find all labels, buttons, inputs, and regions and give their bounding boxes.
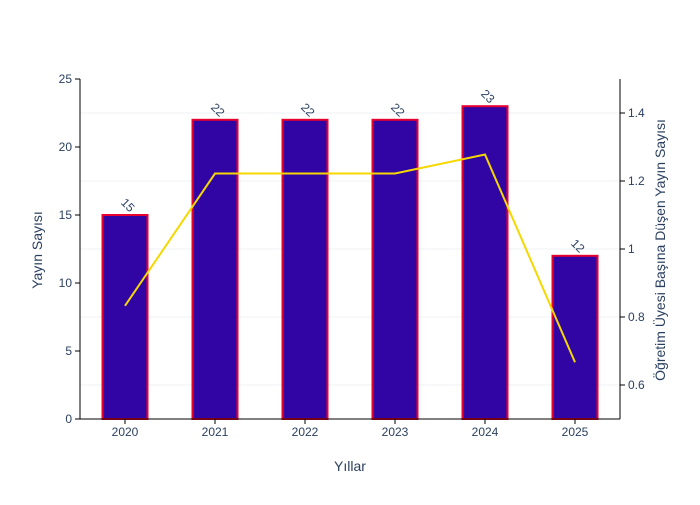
x-tick-label: 2020 (112, 425, 139, 439)
y2-tick-label: 1.2 (628, 174, 645, 188)
y2-tick-label: 1 (628, 242, 635, 256)
y-axis-title: Yayın Sayısı (29, 211, 45, 289)
bar (103, 215, 148, 419)
bar (463, 106, 508, 419)
x-tick-label: 2021 (202, 425, 229, 439)
y-tick-label: 5 (65, 344, 72, 358)
x-axis-title: Yıllar (334, 458, 366, 474)
x-tick-label: 2023 (382, 425, 409, 439)
bar (373, 120, 418, 419)
x-tick-label: 2024 (472, 425, 499, 439)
x-tick-label: 2022 (292, 425, 319, 439)
x-tick-label: 2025 (562, 425, 589, 439)
bar (553, 256, 598, 419)
y-tick-label: 0 (65, 412, 72, 426)
y-tick-label: 10 (59, 276, 73, 290)
bar (193, 120, 238, 419)
y-tick-label: 20 (59, 140, 73, 154)
y-tick-label: 25 (59, 72, 73, 86)
y2-tick-label: 1.4 (628, 106, 645, 120)
y2-tick-label: 0.6 (628, 378, 645, 392)
y2-tick-label: 0.8 (628, 310, 645, 324)
y2-axis-title: Öğretim Üyesi Başına Düşen Yayın Sayısı (651, 119, 668, 381)
y-tick-label: 15 (59, 208, 73, 222)
bar (283, 120, 328, 419)
